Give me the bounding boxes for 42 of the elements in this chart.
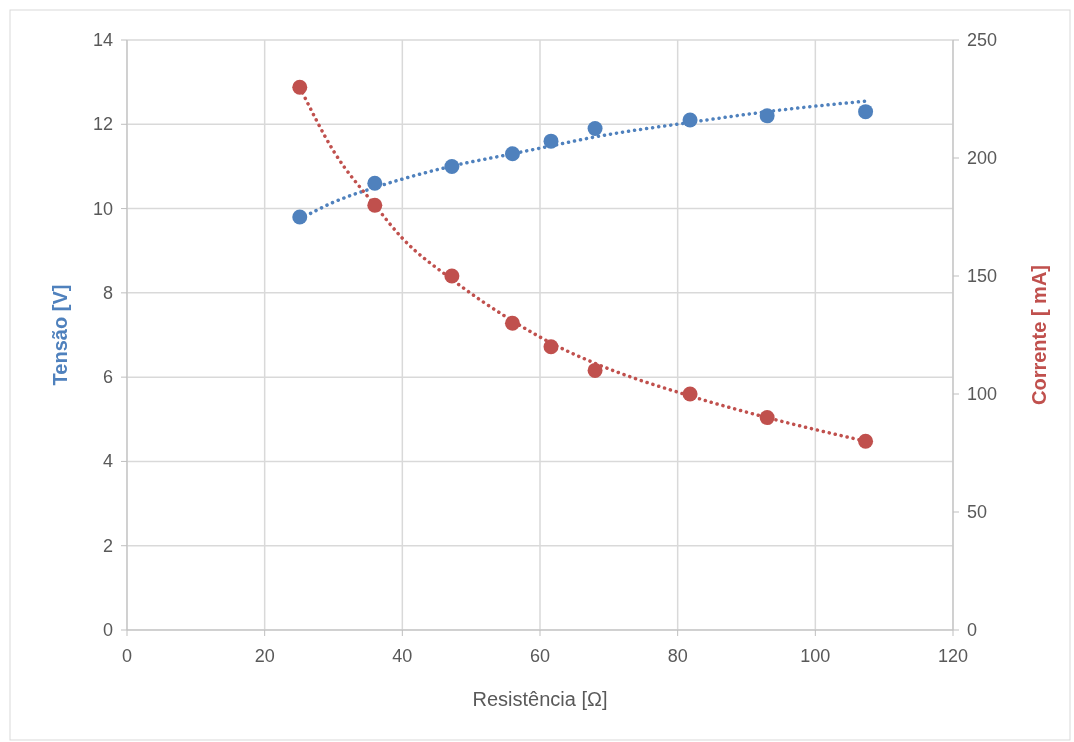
point (444, 158, 460, 174)
y-tick-label: 12 (92, 114, 113, 135)
point (292, 79, 308, 95)
y-axis-title: Tensão [V] (49, 284, 71, 386)
point (682, 112, 698, 128)
y2-tick-label: 100 (967, 384, 998, 404)
y2-tick-label: 150 (967, 266, 998, 286)
x-tick-label: 20 (254, 646, 275, 666)
x-tick-label: 100 (800, 646, 831, 666)
point (543, 133, 559, 149)
y-tick-label: 6 (102, 367, 113, 388)
y-tick-label: 0 (102, 620, 113, 640)
point (367, 197, 383, 213)
y2-tick-label: 0 (967, 620, 978, 640)
point (759, 108, 775, 124)
y-tick-label: 8 (102, 282, 113, 303)
point (858, 433, 874, 449)
point (543, 339, 559, 355)
y2-axis-title: Corrente [ mA] (1028, 264, 1050, 406)
point (587, 121, 603, 136)
y2-tick-label: 250 (967, 30, 998, 50)
point (504, 315, 520, 331)
y-tick-label: 14 (92, 30, 113, 50)
x-tick-label: 80 (667, 646, 688, 666)
x-tick-label: 40 (392, 646, 413, 666)
y2-tick-label: 50 (967, 502, 988, 522)
y-tick-label: 2 (102, 535, 113, 556)
x-axis-title: Resistência [Ω] (472, 688, 608, 710)
point (587, 362, 603, 378)
x-tick-label: 120 (937, 646, 969, 666)
point (444, 268, 460, 284)
x-tick-label: 0 (121, 646, 133, 666)
point (759, 410, 775, 426)
point (367, 175, 383, 191)
y2-tick-label: 200 (967, 148, 998, 168)
y-tick-label: 4 (102, 451, 113, 472)
point (682, 386, 698, 402)
y-tick-label: 10 (92, 198, 113, 219)
point (292, 209, 308, 225)
x-tick-label: 60 (529, 646, 551, 666)
point (504, 146, 520, 162)
point (858, 104, 874, 120)
